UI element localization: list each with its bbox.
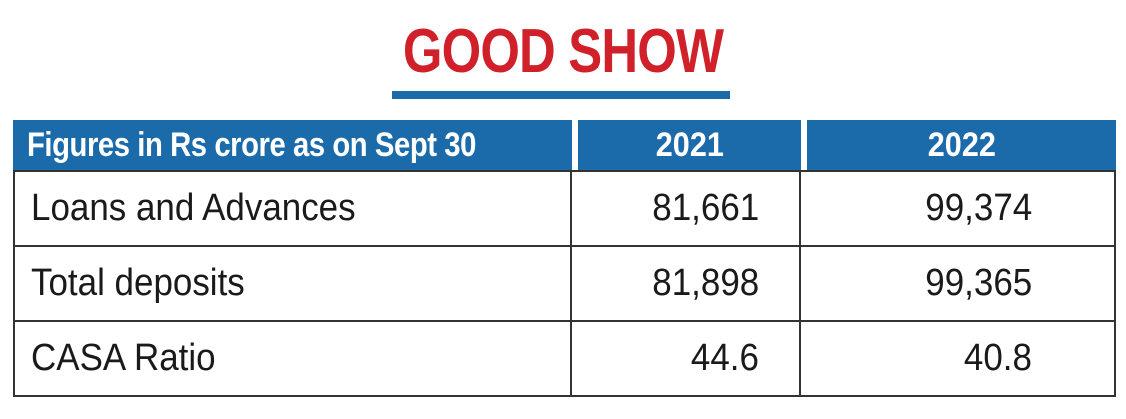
row-value-text: 81,661: [652, 187, 759, 229]
header-year-2021-text: 2021: [655, 125, 724, 164]
title-underline: [392, 91, 730, 99]
row-value-2021: 81,898: [572, 247, 801, 322]
row-label: Total deposits: [13, 247, 572, 322]
row-value-2021: 44.6: [572, 322, 801, 397]
header-label-column: Figures in Rs crore as on Sept 30: [13, 120, 572, 170]
data-table: Figures in Rs crore as on Sept 30 2021 2…: [13, 120, 1116, 397]
table-row: Total deposits 81,898 99,365: [13, 247, 1116, 322]
header-year-2022-text: 2022: [927, 125, 996, 164]
row-value-2022: 40.8: [801, 322, 1116, 397]
table-header-row: Figures in Rs crore as on Sept 30 2021 2…: [13, 120, 1116, 170]
row-value-2022: 99,365: [801, 247, 1116, 322]
row-value-text: 44.6: [690, 337, 759, 379]
header-year-2022: 2022: [801, 120, 1116, 170]
row-value-2022: 99,374: [801, 170, 1116, 247]
header-label-text: Figures in Rs crore as on Sept 30: [27, 125, 476, 164]
row-value-text: 81,898: [652, 262, 759, 304]
row-value-text: 40.8: [963, 337, 1032, 379]
row-label-text: CASA Ratio: [31, 337, 216, 379]
table-row: CASA Ratio 44.6 40.8: [13, 322, 1116, 397]
row-label-text: Total deposits: [31, 262, 245, 304]
header-year-2021: 2021: [572, 120, 801, 170]
table-row: Loans and Advances 81,661 99,374: [13, 170, 1116, 247]
page-title: GOOD SHOW: [402, 17, 724, 86]
row-value-text: 99,365: [925, 262, 1032, 304]
row-label: Loans and Advances: [13, 170, 572, 247]
row-value-text: 99,374: [925, 187, 1032, 229]
row-label: CASA Ratio: [13, 322, 572, 397]
row-label-text: Loans and Advances: [31, 187, 356, 229]
row-value-2021: 81,661: [572, 170, 801, 247]
